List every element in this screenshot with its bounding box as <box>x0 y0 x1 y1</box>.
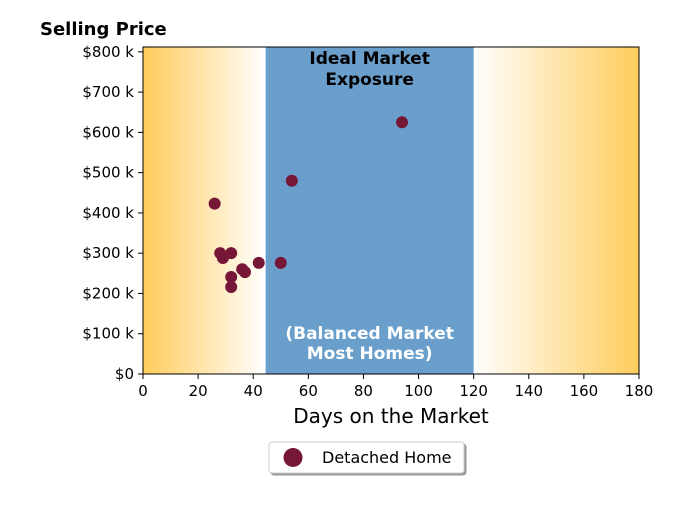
x-tick-label: 0 <box>138 382 148 400</box>
data-point <box>238 266 251 279</box>
ideal-zone-subtitle-line-2: Most Homes) <box>307 344 433 364</box>
data-point <box>225 270 238 283</box>
series-detached-home <box>208 116 409 294</box>
x-tick-label: 60 <box>299 382 318 400</box>
y-tick-label: $400 k <box>82 204 134 222</box>
x-tick-label: 180 <box>625 382 654 400</box>
data-point <box>208 197 221 210</box>
x-tick-label: 40 <box>244 382 263 400</box>
y-tick-label: $500 k <box>82 164 134 182</box>
ideal-zone-title-line-1: Ideal Market <box>309 49 430 69</box>
x-tick-label: 100 <box>404 382 433 400</box>
legend: Detached Home <box>268 441 465 474</box>
ideal-exposure-band <box>265 47 474 374</box>
plot-frame <box>142 46 640 375</box>
data-point <box>285 174 298 187</box>
data-point <box>225 247 238 260</box>
ideal-zone-title-line-2: Exposure <box>325 70 414 90</box>
x-tick-label: 140 <box>514 382 543 400</box>
x-tick-label: 120 <box>459 382 488 400</box>
legend-label: Detached Home <box>322 448 452 467</box>
data-point <box>225 281 238 294</box>
x-tick-label: 80 <box>354 382 373 400</box>
legend-marker <box>283 448 303 467</box>
right-gradient-zone <box>473 47 639 374</box>
y-axis-label: Selling Price <box>40 19 167 40</box>
x-axis-ticks: 0 20 40 60 80 100 120 140 160 180 <box>138 374 653 400</box>
legend-box <box>268 441 465 474</box>
y-tick-label: $800 k <box>82 43 134 61</box>
y-tick-label: $200 k <box>82 284 134 302</box>
x-tick-label: 20 <box>189 382 208 400</box>
y-tick-label: $0 <box>115 365 134 383</box>
ideal-zone-subtitle-line-1: (Balanced Market <box>285 324 454 344</box>
y-axis-ticks: $0 $100 k $200 k $300 k $400 k $500 k $600 k $7… <box>82 43 143 383</box>
data-point <box>274 256 287 269</box>
y-tick-label: $700 k <box>82 83 134 101</box>
x-tick-label: 160 <box>570 382 599 400</box>
y-tick-label: $100 k <box>82 325 134 343</box>
data-point <box>396 116 409 129</box>
left-gradient-zone <box>143 47 266 374</box>
x-axis-label: Days on the Market <box>293 404 489 428</box>
y-tick-label: $300 k <box>82 244 134 262</box>
y-tick-label: $600 k <box>82 123 134 141</box>
data-point <box>252 256 265 269</box>
